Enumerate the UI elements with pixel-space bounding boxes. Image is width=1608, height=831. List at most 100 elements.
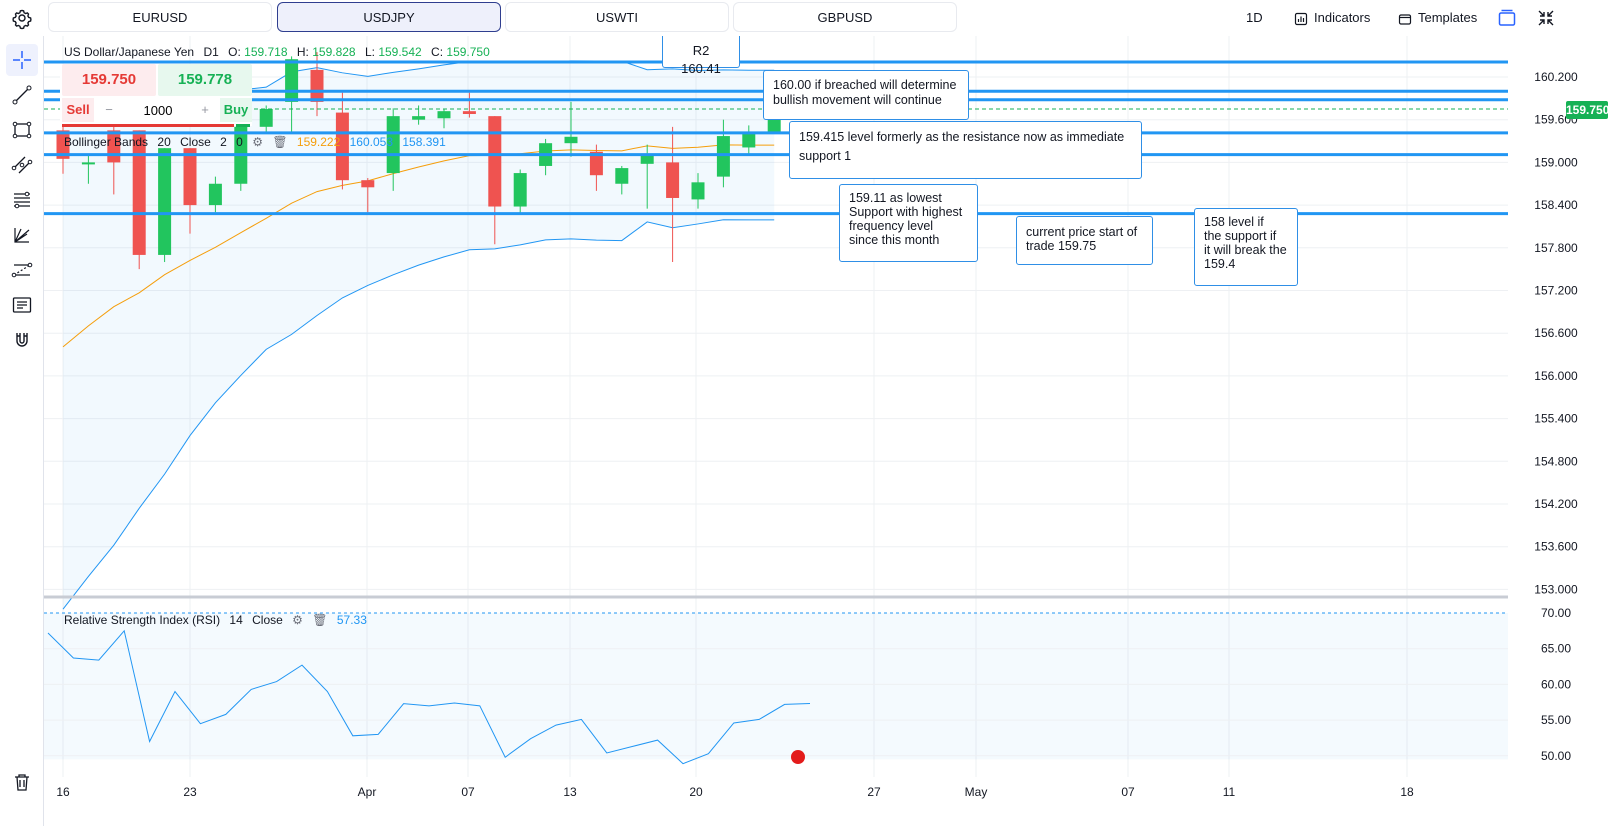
note-15911-line-4: since this month [849,233,940,247]
sell-ratio-bar [62,124,234,127]
channel-icon[interactable] [6,149,38,181]
note-current-line-2: trade 159.75 [1026,239,1097,253]
ohlc-high: H: 159.828 [297,45,356,59]
price-tick-label: 155.400 [1534,412,1578,426]
price-tick-label: 160.200 [1534,70,1578,84]
quantity-input[interactable] [120,99,196,121]
rectangle-icon[interactable] [6,114,38,146]
open-value: 159.718 [244,45,288,59]
note-15911-line-2: Support with highest [849,205,963,219]
sell-price-button[interactable]: 159.750 [62,64,156,96]
note-160[interactable]: 160.00 if breached will determine bullis… [763,70,969,120]
templates-icon [1398,13,1412,25]
note-158[interactable]: 158 level if the support if it will brea… [1194,208,1298,286]
prediction-icon[interactable] [6,254,38,286]
bollinger-lower-line [62,219,775,610]
templates-button[interactable]: Templates [1398,0,1477,36]
text-note-icon[interactable] [6,289,38,321]
note-15911-line-3: frequency level [849,219,934,233]
quantity-decrease-button[interactable]: − [105,102,113,117]
rsi-name: Relative Strength Index (RSI) [64,613,221,627]
close-value: 159.750 [446,45,490,59]
current-price-badge: 159.750 [1566,101,1608,119]
time-tick-label: 13 [563,785,577,799]
bollinger-basis-line [62,144,775,348]
note-158-line-1: 158 level if [1204,215,1264,229]
trade-widget: 159.750 159.778 Sell − + Buy [60,64,252,127]
indicators-button[interactable]: Indicators [1294,0,1370,36]
trash-icon[interactable] [6,766,38,798]
crosshair-icon[interactable] [6,44,38,76]
symbol-interval: D1 [203,45,219,59]
note-15911[interactable]: 159.11 as lowest Support with highest fr… [839,184,978,262]
tab-gbpusd[interactable]: GBPUSD [733,2,957,32]
note-160-line-2: bullish movement will continue [773,93,942,107]
note-r2[interactable]: R2 160.41 [662,36,740,76]
time-tick-label: 16 [56,785,70,799]
collapse-icon[interactable] [1536,8,1556,33]
buy-price-button[interactable]: 159.778 [158,64,252,96]
bollinger-fill [63,60,775,610]
note-158-line-4: 159.4 [1204,257,1236,271]
time-axis: 16 23 Apr 07 13 20 27 May 07 11 18 [56,785,1414,799]
note-160-line-1: 160.00 if breached will determine [773,78,957,92]
note-159415[interactable]: 159.415 level formerly as the resistance… [789,121,1142,179]
settings-gear-icon[interactable] [8,6,36,30]
rsi-value: 57.33 [336,613,367,627]
candle-body [716,136,730,177]
price-tick-label: 154.800 [1534,454,1578,468]
trend-line-icon[interactable] [6,79,38,111]
time-tick-label: 07 [1121,785,1135,799]
rsi-tick-label: 65.00 [1541,642,1571,656]
bollinger-settings-icon[interactable]: ⚙ [252,135,263,149]
layout-icon[interactable] [1497,8,1517,33]
candle-body [462,111,476,115]
sell-button[interactable]: Sell [62,98,94,122]
note-159415-line-1: 159.415 level formerly as the resistance… [799,130,1125,144]
tab-uswti[interactable]: USWTI [505,2,729,32]
candle-body [310,69,324,102]
price-tick-label: 157.200 [1534,284,1578,298]
candle-body [589,151,603,176]
candle-body [666,162,680,198]
magnet-icon[interactable] [6,324,38,356]
time-tick-label: 27 [867,785,881,799]
gann-fan-icon[interactable] [6,219,38,251]
rsi-grid [44,612,1508,757]
high-value: 159.828 [312,45,356,59]
candle-body [513,173,527,207]
candle-body [361,180,375,188]
record-icon[interactable] [791,750,805,764]
fib-retracement-icon[interactable] [6,184,38,216]
buy-button[interactable]: Buy [220,98,252,122]
rsi-legend: Relative Strength Index (RSI) 14 Close ⚙… [64,613,373,627]
rsi-tick-label: 50.00 [1541,749,1571,763]
open-label: O: [228,45,241,59]
bollinger-legend: Bollinger Bands 20 Close 2 0 ⚙ 🗑 159.222… [64,135,452,149]
note-current-price[interactable]: current price start of trade 159.75 [1016,216,1153,265]
note-r2-text: R2 160.41 [681,43,721,76]
quantity-row: Sell − + Buy [62,98,252,122]
tab-eurusd[interactable]: EURUSD [48,2,272,32]
interval-button[interactable]: 1D [1246,0,1263,36]
candle-body [412,116,426,120]
rsi-delete-icon[interactable]: 🗑 [312,613,328,627]
time-tick-label: May [965,785,988,799]
rsi-length: 14 [229,613,243,627]
low-label: L: [364,45,375,59]
symbol-legend: US Dollar/Japanese Yen D1 O: 159.718 H: … [64,45,496,59]
bollinger-upper-value: 160.053 [349,135,394,149]
tab-usdjpy[interactable]: USDJPY [277,2,501,32]
quantity-increase-button[interactable]: + [201,102,209,117]
price-tick-label: 159.000 [1534,155,1578,169]
time-tick-label: 11 [1223,785,1236,799]
bollinger-name: Bollinger Bands [64,135,149,149]
price-tick-label: 153.000 [1534,582,1578,596]
bollinger-delete-icon[interactable]: 🗑 [272,135,288,149]
time-tick-label: 23 [183,785,197,799]
bollinger-mult: 2 [220,135,227,149]
candle-body [386,116,400,174]
rsi-settings-icon[interactable]: ⚙ [292,613,303,627]
price-tick-label: 156.600 [1534,326,1578,340]
templates-label: Templates [1418,10,1478,25]
